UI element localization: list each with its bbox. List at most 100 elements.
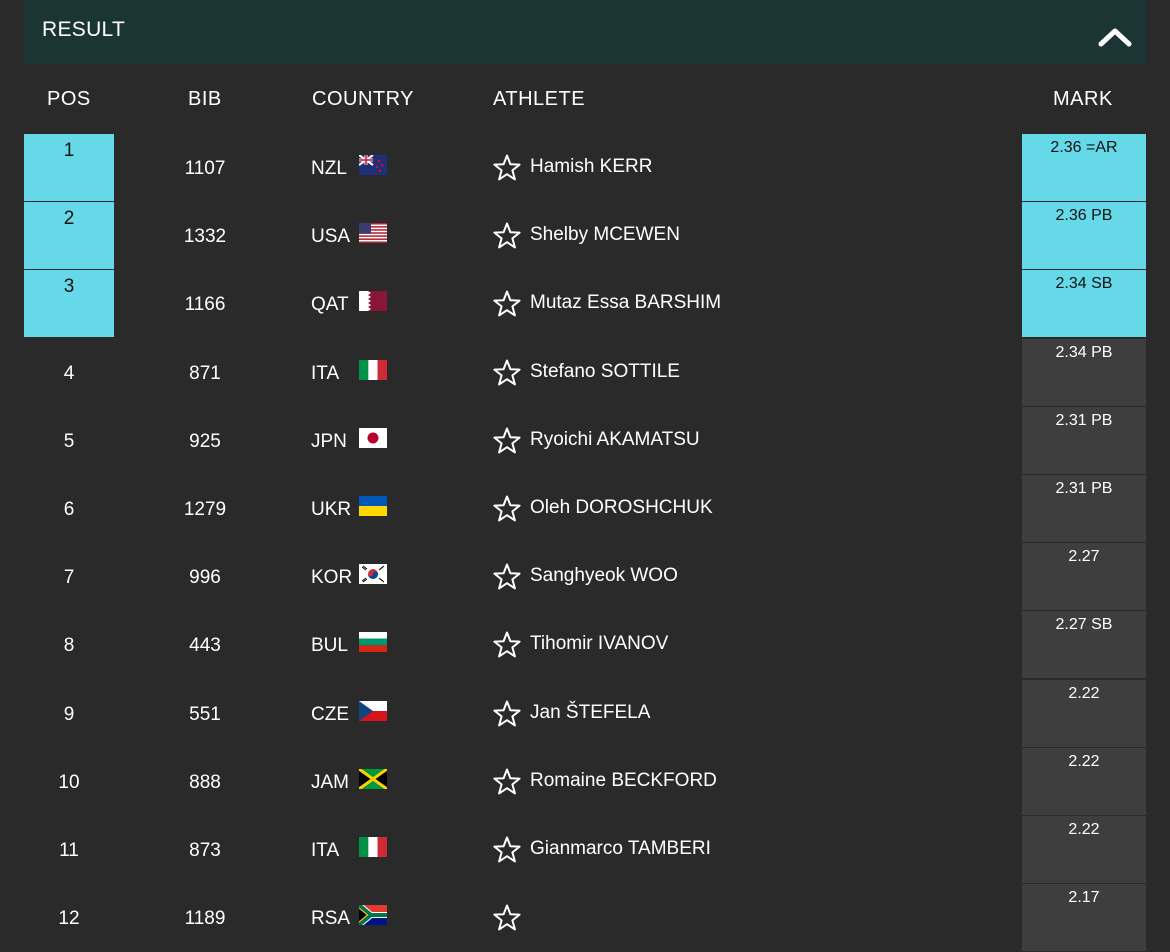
position-value: 6 bbox=[63, 499, 75, 520]
mark-cell: 2.17 bbox=[1022, 884, 1146, 952]
favorite-star-icon[interactable] bbox=[492, 835, 522, 865]
mark-cell: 2.31 PB bbox=[1022, 406, 1146, 474]
usa-flag-icon bbox=[359, 223, 387, 244]
bib-number: 888 bbox=[189, 771, 221, 793]
athlete-name[interactable]: Oleh DOROSHCHUK bbox=[530, 497, 713, 518]
mark-cell: 2.34 SB bbox=[1022, 270, 1146, 338]
column-header-bib: BIB bbox=[188, 88, 222, 110]
mark-cell: 2.27 SB bbox=[1022, 611, 1146, 679]
bib-number: 1332 bbox=[183, 226, 227, 248]
bib-number: 873 bbox=[189, 840, 221, 861]
athlete-name[interactable]: Hamish KERR bbox=[530, 156, 653, 177]
athlete-name[interactable]: Gianmarco TAMBERI bbox=[530, 838, 711, 859]
country-code: JAM bbox=[311, 771, 349, 793]
position-cell: 5 bbox=[24, 407, 114, 474]
position-cell: 1 bbox=[24, 134, 114, 201]
country-code: ITA bbox=[311, 840, 340, 861]
athlete-name[interactable]: Mutaz Essa BARSHIM bbox=[530, 292, 722, 314]
athlete-name[interactable]: Jan ŠTEFELA bbox=[530, 701, 651, 723]
bib-number: 443 bbox=[189, 635, 221, 657]
table-row[interactable]: 1 1107 NZL Hamish KERR 2.36 =AR bbox=[0, 134, 1170, 202]
position-value: 7 bbox=[63, 567, 75, 589]
athlete-name[interactable]: Shelby MCEWEN bbox=[530, 224, 680, 246]
favorite-star-icon[interactable] bbox=[492, 358, 522, 388]
bib-number: 1189 bbox=[184, 908, 226, 930]
favorite-star-icon[interactable] bbox=[492, 153, 522, 183]
table-row[interactable]: 5 925 JPN Ryoichi AKAMATSU 2.31 PB bbox=[0, 406, 1170, 475]
athlete-name[interactable]: Tihomir IVANOV bbox=[530, 633, 669, 655]
qat-flag-icon bbox=[359, 291, 387, 312]
mark-cell: 2.34 PB bbox=[1022, 338, 1146, 406]
position-value: 4 bbox=[63, 362, 75, 384]
mark-cell: 2.22 bbox=[1022, 816, 1146, 883]
mark-value: 2.27 SB bbox=[1055, 616, 1113, 634]
country-code: KOR bbox=[311, 567, 353, 589]
table-row[interactable]: 7 996 KOR Sanghyeok WOO 2.27 bbox=[0, 543, 1170, 611]
bib-number: 1279 bbox=[183, 499, 227, 520]
position-cell: 10 bbox=[24, 748, 114, 815]
country-code: USA bbox=[311, 226, 351, 248]
athlete-name[interactable]: Ryoichi AKAMATSU bbox=[530, 428, 700, 450]
mark-value: 2.36 =AR bbox=[1050, 139, 1118, 156]
position-value: 1 bbox=[63, 140, 75, 161]
mark-value: 2.34 SB bbox=[1055, 275, 1113, 293]
kor-flag-icon bbox=[359, 564, 387, 585]
position-cell: 8 bbox=[24, 611, 114, 678]
favorite-star-icon[interactable] bbox=[492, 221, 522, 251]
jpn-flag-icon bbox=[359, 427, 387, 448]
athlete-name[interactable]: Romaine BECKFORD bbox=[530, 769, 717, 791]
table-row[interactable]: 4 871 ITA Stefano SOTTILE 2.34 PB bbox=[0, 338, 1170, 407]
mark-value: 2.34 PB bbox=[1055, 343, 1113, 361]
favorite-star-icon[interactable] bbox=[492, 699, 522, 729]
rsa-flag-icon bbox=[359, 905, 387, 926]
table-row[interactable]: 2 1332 USA Shelby MCEWEN 2.36 PB bbox=[0, 202, 1170, 270]
table-row[interactable]: 9 551 CZE Jan ŠTEFELA 2.22 bbox=[0, 679, 1170, 748]
table-row[interactable]: 3 1166 QAT Mutaz Essa BARSHIM 2.34 SB bbox=[0, 270, 1170, 338]
country-code: BUL bbox=[311, 635, 348, 657]
position-value: 11 bbox=[59, 840, 79, 861]
column-header-country: COUNTRY bbox=[312, 88, 415, 110]
country-code: JPN bbox=[311, 430, 347, 452]
mark-cell: 2.36 =AR bbox=[1022, 134, 1146, 201]
position-cell: 4 bbox=[24, 339, 114, 406]
position-cell: 7 bbox=[24, 543, 114, 610]
favorite-star-icon[interactable] bbox=[492, 767, 522, 797]
position-cell: 12 bbox=[24, 884, 114, 951]
position-cell: 11 bbox=[24, 816, 114, 883]
result-header[interactable]: RESULT bbox=[24, 0, 1146, 64]
ita-flag-icon bbox=[359, 359, 387, 380]
mark-value: 2.31 PB bbox=[1055, 411, 1113, 429]
country-code: ITA bbox=[311, 362, 340, 384]
table-row[interactable]: 12 1189 RSA 2.17 bbox=[0, 884, 1170, 952]
mark-cell: 2.22 bbox=[1022, 679, 1146, 747]
bul-flag-icon bbox=[359, 632, 387, 653]
favorite-star-icon[interactable] bbox=[492, 289, 522, 319]
table-row[interactable]: 8 443 BUL Tihomir IVANOV 2.27 SB bbox=[0, 611, 1170, 679]
country-code: UKR bbox=[311, 499, 352, 520]
athlete-name[interactable]: Stefano SOTTILE bbox=[530, 360, 680, 382]
column-header-athlete: ATHLETE bbox=[493, 88, 586, 110]
column-header-mark: MARK bbox=[1053, 88, 1113, 110]
table-row[interactable]: 6 1279 UKR Oleh DOROSHCHUK 2.31 PB bbox=[0, 475, 1170, 543]
athlete-name[interactable]: Sanghyeok WOO bbox=[530, 565, 678, 587]
nzl-flag-icon bbox=[359, 155, 387, 175]
position-cell: 9 bbox=[24, 680, 114, 747]
position-cell: 2 bbox=[24, 202, 114, 270]
favorite-star-icon[interactable] bbox=[492, 562, 522, 592]
favorite-star-icon[interactable] bbox=[492, 903, 522, 933]
favorite-star-icon[interactable] bbox=[492, 630, 522, 660]
favorite-star-icon[interactable] bbox=[492, 426, 522, 456]
bib-number: 1166 bbox=[184, 294, 226, 316]
mark-value: 2.36 PB bbox=[1055, 207, 1113, 225]
mark-value: 2.22 bbox=[1068, 752, 1100, 770]
bib-number: 551 bbox=[189, 703, 221, 725]
table-row[interactable]: 11 873 ITA Gianmarco TAMBERI 2.22 bbox=[0, 816, 1170, 884]
favorite-star-icon[interactable] bbox=[492, 494, 522, 524]
position-value: 2 bbox=[63, 208, 75, 230]
chevron-up-icon[interactable] bbox=[1098, 24, 1132, 50]
position-value: 8 bbox=[63, 635, 75, 657]
position-value: 12 bbox=[58, 908, 80, 930]
table-row[interactable]: 10 888 JAM Romaine BECKFORD 2.22 bbox=[0, 747, 1170, 816]
mark-value: 2.31 PB bbox=[1055, 480, 1113, 497]
ita-flag-icon bbox=[359, 837, 387, 857]
